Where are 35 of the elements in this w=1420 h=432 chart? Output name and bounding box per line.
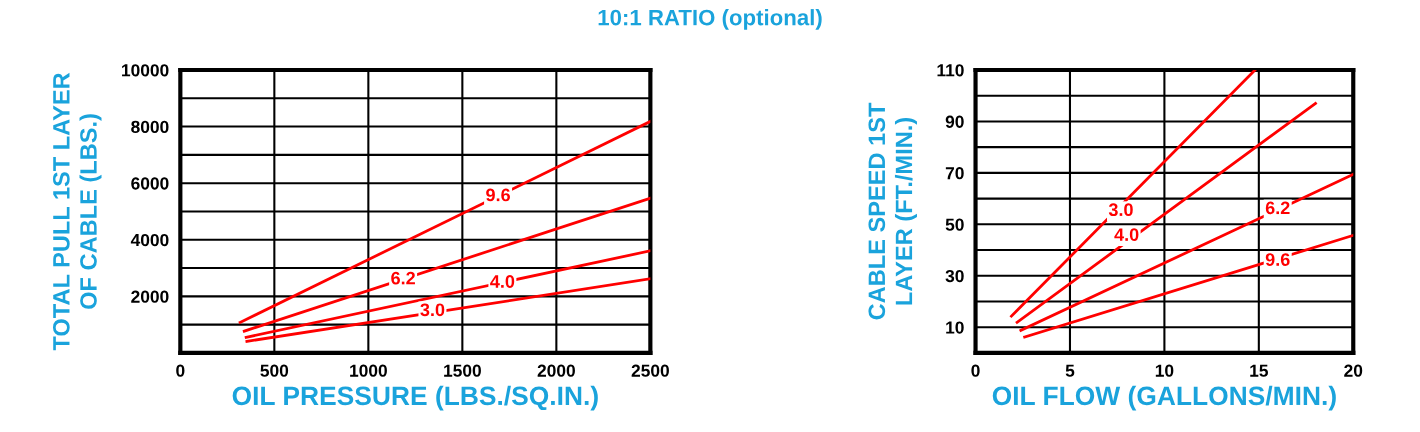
y-tick-label: 50	[945, 218, 964, 231]
x-tick-label: 1500	[444, 364, 481, 377]
x-tick-label: 5	[1065, 364, 1075, 377]
y-tick-label: 90	[945, 115, 964, 128]
x-tick-label: 0	[971, 364, 980, 377]
annotation: 4.0	[490, 275, 515, 288]
annotation: 9.6	[1265, 253, 1290, 266]
y-tick-label: 6000	[131, 177, 169, 190]
x-axis-title: OIL FLOW (GALLONS/MIN.)	[992, 385, 1336, 411]
annotation: 3.0	[1108, 203, 1133, 217]
y-tick-label: 4000	[130, 233, 169, 247]
y-tick-label: 70	[945, 167, 964, 180]
y-tick-label: 30	[945, 269, 964, 283]
y-tick-label: 10000	[122, 64, 169, 77]
annotation: 6.2	[391, 271, 415, 285]
annotation: 9.6	[486, 188, 510, 202]
y-axis-title: CABLE SPEED 1ST LAYER (FT./MIN.)	[868, 102, 917, 320]
x-tick-label: 2500	[631, 364, 669, 377]
x-tick-label: 1000	[350, 364, 387, 377]
x-tick-label: 2000	[537, 364, 575, 377]
x-tick-label: 20	[1344, 364, 1363, 377]
x-tick-label: 0	[176, 364, 185, 377]
x-tick-label: 15	[1250, 364, 1268, 377]
y-tick-label: 10	[946, 321, 964, 334]
x-tick-label: 10	[1155, 364, 1174, 377]
y-tick-label: 8000	[131, 120, 169, 134]
y-tick-label: 2000	[131, 290, 169, 303]
x-axis-title: OIL PRESSURE (LBS./SQ.IN.)	[232, 385, 598, 411]
y-axis-title: TOTAL PULL 1ST LAYER OF CABLE (LBS.)	[52, 72, 102, 351]
x-tick-label: 500	[260, 364, 289, 377]
y-tick-label: 110	[937, 64, 964, 77]
text: 10:1 RATIO (optional)	[598, 9, 822, 30]
annotation: 6.2	[1265, 201, 1290, 215]
annotation: 3.0	[420, 303, 445, 317]
annotation: 4.0	[1114, 228, 1139, 242]
